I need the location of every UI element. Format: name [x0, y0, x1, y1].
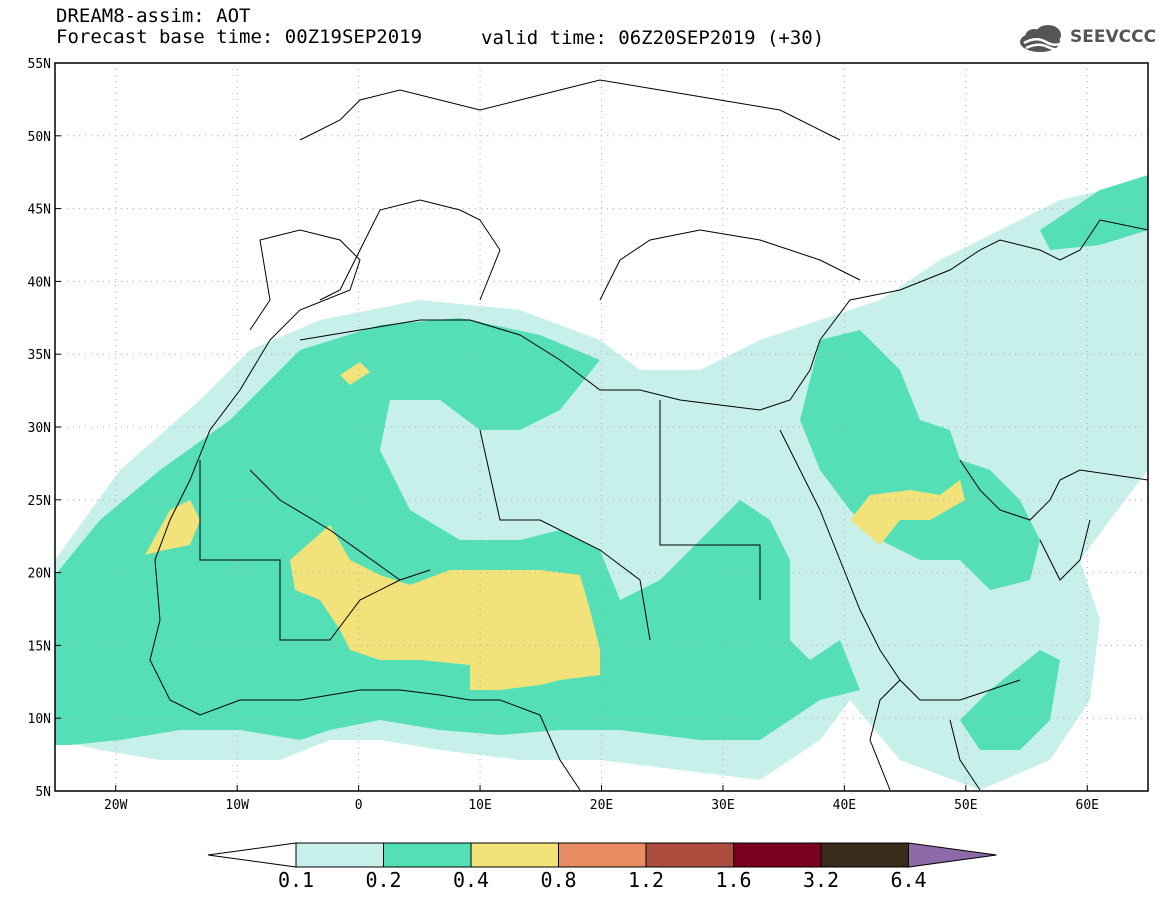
- latitude-label: 50N: [28, 130, 51, 145]
- latitude-label: 40N: [28, 275, 51, 290]
- longitude-label: 40E: [833, 798, 856, 813]
- latitude-label: 15N: [28, 639, 51, 654]
- colorbar-label: 0.2: [365, 868, 401, 892]
- colorbar-swatch: [733, 842, 822, 868]
- aot-contour-0.4: [290, 525, 600, 690]
- latitude-label: 35N: [28, 348, 51, 363]
- colorbar-swatch: [383, 842, 472, 868]
- aot-contour-0.4-mauritania: [145, 500, 200, 555]
- forecast-base-time: Forecast base time: 00Z19SEP2019: [56, 26, 423, 48]
- aot-contour-0.2-caspian: [1040, 175, 1148, 250]
- colorbar-label: 6.4: [890, 868, 926, 892]
- aot-contour-0.4-morocco: [340, 362, 370, 385]
- aot-contour-0.2-arabia: [800, 330, 1040, 590]
- colorbar-swatch: [470, 842, 559, 868]
- latitude-label: 30N: [28, 421, 51, 436]
- map-title: DREAM8-assim: AOT: [56, 5, 251, 27]
- longitude-label: 10E: [468, 798, 491, 813]
- longitude-label: 60E: [1076, 798, 1099, 813]
- colorbar-arrow-low: [207, 842, 297, 868]
- longitude-labels: 20W 10W 0 10E 20E 30E 40E 50E 60E: [104, 785, 1099, 813]
- aot-contour-0.2-somalia: [960, 650, 1060, 750]
- colorbar-label: 3.2: [803, 868, 839, 892]
- longitude-label: 0: [355, 798, 363, 813]
- coastlines: [149, 79, 1149, 791]
- colorbar-label: 0.1: [278, 868, 314, 892]
- logo-text: SEEVCCC: [1070, 27, 1157, 47]
- colorbar-labels: 0.1 0.2 0.4 0.8 1.2 1.6 3.2 6.4: [278, 868, 927, 892]
- valid-time: valid time: 06Z20SEP2019 (+30): [481, 27, 825, 49]
- colorbar-label: 1.6: [715, 868, 751, 892]
- colorbar-label: 0.8: [540, 868, 576, 892]
- longitude-label: 50E: [954, 798, 977, 813]
- longitude-label: 20W: [104, 798, 128, 813]
- colorbar-label: 1.2: [628, 868, 664, 892]
- aot-contour-0.4-arabia: [850, 480, 965, 545]
- colorbar: [207, 842, 997, 868]
- colorbar-swatch: [820, 842, 909, 868]
- graticule: [55, 63, 1148, 791]
- aot-contour-0.2: [55, 318, 860, 745]
- colorbar-arrow-high: [908, 842, 997, 868]
- map-area: 55N 50N 45N 40N 35N 30N 25N 20N 15N 10N 5N 20W 10W 0…: [28, 57, 1149, 813]
- latitude-label: 25N: [28, 494, 51, 509]
- colorbar-label: 0.4: [453, 868, 489, 892]
- latitude-label: 20N: [28, 567, 51, 582]
- latitude-label: 5N: [35, 785, 51, 800]
- colorbar-swatch: [295, 842, 384, 868]
- longitude-label: 20E: [590, 798, 613, 813]
- latitude-label: 45N: [28, 203, 51, 218]
- seevccc-logo: [1020, 25, 1067, 52]
- longitude-label: 10W: [225, 798, 249, 813]
- colorbar-swatch: [645, 842, 734, 868]
- latitude-label: 55N: [28, 57, 51, 72]
- latitude-labels: 55N 50N 45N 40N 35N 30N 25N 20N 15N 10N 5N: [28, 57, 61, 800]
- latitude-label: 10N: [28, 712, 51, 727]
- longitude-label: 30E: [711, 798, 734, 813]
- colorbar-swatch: [558, 842, 647, 868]
